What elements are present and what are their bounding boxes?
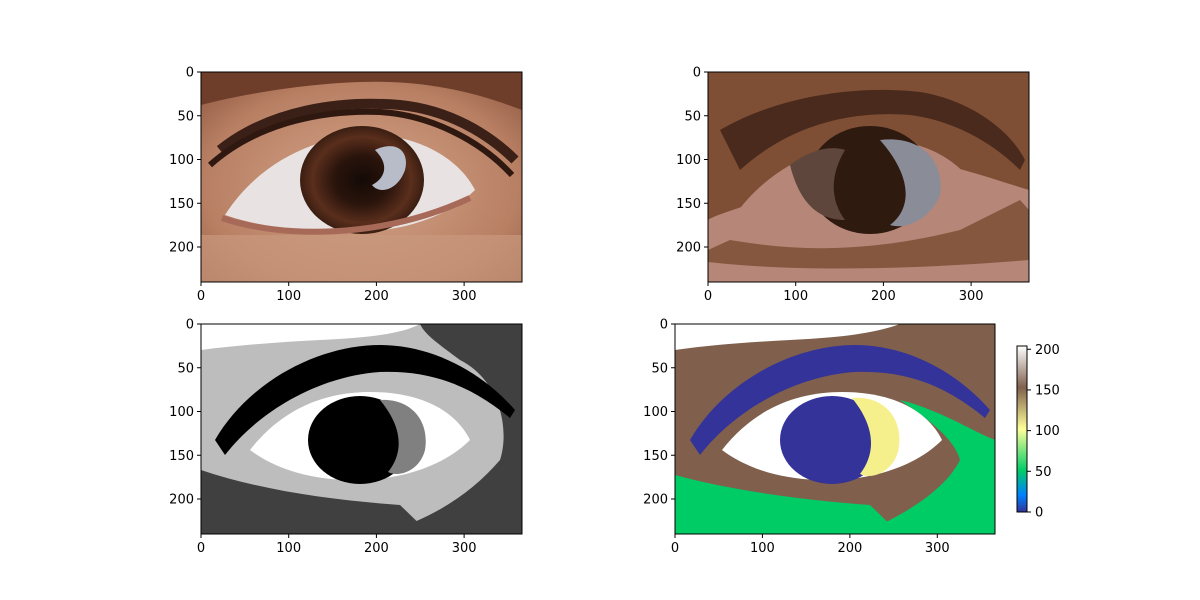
x-tick-label: 0 xyxy=(197,289,205,304)
x-tick-label: 0 xyxy=(197,541,205,556)
terrain-iris-yellow xyxy=(852,397,900,476)
y-tick-label: 100 xyxy=(169,153,194,168)
colorbar-tick-label: 0 xyxy=(1035,506,1043,521)
y-tick-label: 0 xyxy=(660,318,668,333)
colorbar-tick-label: 100 xyxy=(1035,424,1060,439)
terrain-navy-band xyxy=(690,345,990,455)
x-tick-label: 300 xyxy=(925,541,950,556)
terrain-iris-navy xyxy=(780,396,884,484)
terrain-top-white xyxy=(675,324,900,350)
colorbar-tick-label: 50 xyxy=(1035,465,1052,480)
gray-iris-mid xyxy=(380,399,426,474)
x-tick-label: 100 xyxy=(750,541,775,556)
photo-brow-shadow xyxy=(201,72,522,110)
y-tick-label: 200 xyxy=(676,241,701,256)
panel-original-photo: 0 100 200 300 0 50 100 150 200 xyxy=(169,66,523,304)
panel-frame xyxy=(707,71,1030,283)
y-tick-label: 100 xyxy=(643,405,668,420)
x-tick-label: 0 xyxy=(671,541,679,556)
x-tick-label: 300 xyxy=(452,289,477,304)
y-tick-label: 50 xyxy=(177,109,194,124)
y-tick-label: 150 xyxy=(169,197,194,212)
panel-color-quantized: 0 100 200 300 0 50 100 150 200 xyxy=(676,66,1030,304)
y-tick-label: 200 xyxy=(643,493,668,508)
colorbar-gradient xyxy=(1016,345,1028,513)
quant-grey-blue xyxy=(880,139,941,227)
gray-right-dark xyxy=(380,324,522,534)
photo-lower-skin xyxy=(201,235,522,282)
quant-lower-pink xyxy=(708,260,1029,282)
quant-lower-dark xyxy=(708,200,1029,282)
terrain-right-green xyxy=(860,400,995,534)
x-tick-label: 300 xyxy=(452,541,477,556)
photo-lower-lid xyxy=(221,195,472,235)
gray-lower-dark xyxy=(201,470,430,534)
gray-iris-black xyxy=(308,396,412,484)
terrain-lower-green xyxy=(675,475,900,534)
gray-top-white xyxy=(201,324,420,350)
y-tick-label: 0 xyxy=(186,66,194,81)
y-tick-label: 50 xyxy=(651,361,668,376)
panel-frame xyxy=(200,71,523,283)
panel-grayscale-labels: 0 100 200 300 0 50 100 150 200 xyxy=(169,318,523,556)
y-tick-label: 200 xyxy=(169,241,194,256)
panel-frame xyxy=(674,323,996,535)
x-tick-label: 100 xyxy=(276,289,301,304)
photo-lashes xyxy=(207,108,515,178)
x-tick-label: 100 xyxy=(783,289,808,304)
quant-grey-brown xyxy=(790,148,845,220)
x-tick-label: 200 xyxy=(871,289,896,304)
colorbar-tick-label: 200 xyxy=(1035,343,1060,358)
x-tick-label: 200 xyxy=(837,541,862,556)
y-tick-label: 150 xyxy=(169,449,194,464)
colorbar-tick-label: 150 xyxy=(1035,383,1060,398)
x-tick-label: 300 xyxy=(959,289,984,304)
panel-terrain-labels: 0 100 200 300 0 50 100 150 200 xyxy=(643,318,996,556)
quant-dark-brown-band xyxy=(720,89,1025,170)
y-tick-label: 200 xyxy=(169,493,194,508)
x-tick-label: 100 xyxy=(276,541,301,556)
y-tick-label: 50 xyxy=(177,361,194,376)
y-tick-label: 0 xyxy=(693,66,701,81)
y-tick-label: 150 xyxy=(643,449,668,464)
photo-reflection xyxy=(372,146,406,190)
y-tick-label: 150 xyxy=(676,197,701,212)
y-tick-label: 50 xyxy=(684,109,701,124)
panel-frame xyxy=(200,323,523,535)
photo-lid-crease xyxy=(216,98,519,164)
x-tick-label: 200 xyxy=(364,289,389,304)
colorbar: 0 50 100 150 200 xyxy=(1016,343,1060,521)
y-tick-label: 100 xyxy=(169,405,194,420)
gray-black-band xyxy=(215,345,515,455)
y-tick-label: 0 xyxy=(186,318,194,333)
x-tick-label: 200 xyxy=(364,541,389,556)
x-tick-label: 0 xyxy=(704,289,712,304)
y-tick-label: 100 xyxy=(676,153,701,168)
